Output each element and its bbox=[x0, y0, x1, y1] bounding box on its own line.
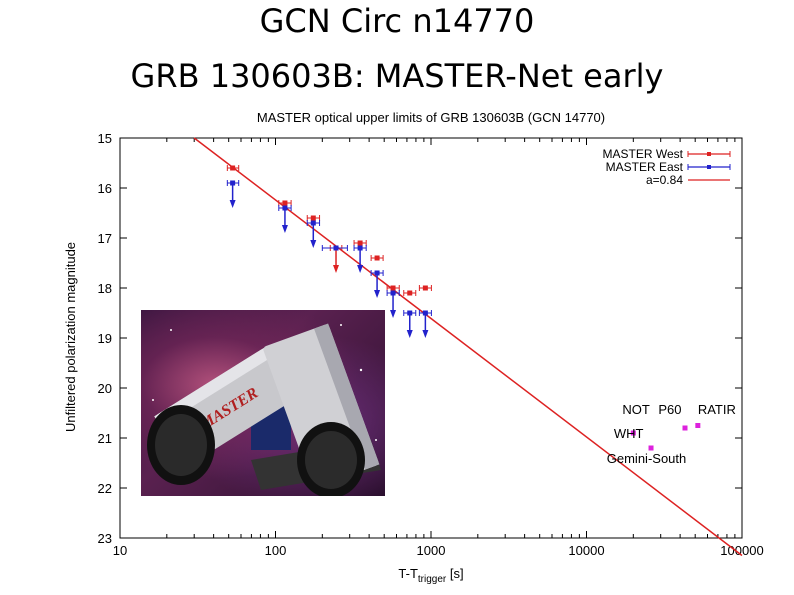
x-tick-label: 100000 bbox=[720, 543, 763, 558]
y-tick-label: 21 bbox=[98, 431, 112, 446]
legend-label: MASTER East bbox=[606, 160, 684, 174]
x-axis-label-unit: [s] bbox=[446, 566, 463, 581]
x-tick-label: 100 bbox=[265, 543, 287, 558]
data-point bbox=[357, 240, 363, 246]
data-point bbox=[407, 290, 413, 296]
data-points bbox=[226, 165, 701, 451]
data-point bbox=[333, 245, 339, 251]
data-point bbox=[230, 165, 236, 171]
x-axis-label-main: T-T bbox=[398, 566, 418, 581]
data-point bbox=[310, 215, 316, 221]
legend-label: MASTER West bbox=[603, 147, 684, 161]
upper-limit-arrowhead bbox=[390, 310, 397, 318]
y-tick-label: 18 bbox=[98, 281, 112, 296]
annotation-label: NOT bbox=[622, 402, 650, 417]
annotation-label: P60 bbox=[658, 402, 681, 417]
slide-title-line1: GCN Circ n14770 bbox=[259, 2, 535, 40]
x-tick-label: 10000 bbox=[568, 543, 604, 558]
y-tick-label: 16 bbox=[98, 181, 112, 196]
slide-title-line2: GRB 130603B: MASTER-Net early bbox=[130, 57, 664, 95]
y-tick-label: 22 bbox=[98, 481, 112, 496]
legend-swatch-point bbox=[707, 152, 711, 156]
y-tick-label: 19 bbox=[98, 331, 112, 346]
axis-ticks: 10 100 1000 10000 100000 15 16 17 18 19 20 21 22 23 bbox=[98, 131, 764, 558]
legend-swatch-point bbox=[707, 165, 711, 169]
data-point bbox=[390, 285, 396, 291]
telescope-photo: MASTER bbox=[141, 310, 385, 496]
upper-limit-arrowhead bbox=[374, 290, 381, 298]
legend-label: a=0.84 bbox=[646, 173, 683, 187]
data-point bbox=[630, 430, 636, 436]
chart: MASTER optical upper limits of GRB 13060… bbox=[63, 110, 764, 585]
upper-limit-arrowhead bbox=[229, 200, 236, 208]
chart-title: MASTER optical upper limits of GRB 13060… bbox=[257, 110, 605, 125]
annotation-label: Gemini-South bbox=[607, 451, 686, 466]
upper-limit-arrowhead bbox=[281, 225, 288, 233]
data-point bbox=[422, 285, 428, 291]
x-axis-label-sub: trigger bbox=[418, 574, 447, 585]
y-tick-label: 15 bbox=[98, 131, 112, 146]
x-tick-label: 10 bbox=[113, 543, 127, 558]
y-axis-label: Unfiltered polarization magnitude bbox=[63, 242, 78, 432]
upper-limit-arrowhead bbox=[406, 330, 413, 338]
upper-limit-arrowhead bbox=[357, 265, 364, 273]
annotation-label: WHT bbox=[614, 426, 644, 441]
y-tick-label: 17 bbox=[98, 231, 112, 246]
annotation-label: RATIR bbox=[698, 402, 736, 417]
data-point bbox=[682, 425, 688, 431]
data-point bbox=[282, 200, 288, 206]
y-tick-label: 20 bbox=[98, 381, 112, 396]
y-tick-label: 23 bbox=[98, 531, 112, 546]
data-point bbox=[374, 255, 380, 261]
x-tick-label: 1000 bbox=[417, 543, 446, 558]
upper-limit-arrowhead bbox=[333, 265, 340, 273]
upper-limit-arrowhead bbox=[422, 330, 429, 338]
x-axis-label: T-Ttrigger [s] bbox=[398, 566, 463, 585]
annotations: NOT P60 RATIR WHT Gemini-South bbox=[607, 402, 736, 466]
data-point bbox=[695, 423, 701, 428]
upper-limit-arrowhead bbox=[310, 240, 317, 248]
data-point bbox=[648, 445, 654, 451]
